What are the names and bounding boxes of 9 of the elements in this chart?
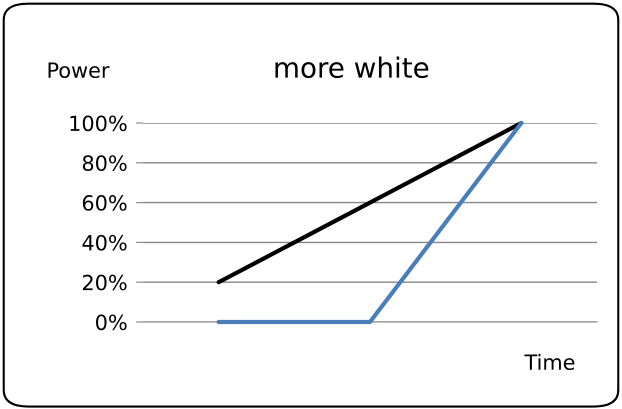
y-tick-label: 40% xyxy=(82,234,127,251)
chart-title: more white xyxy=(275,56,428,78)
y-axis-title: Power xyxy=(48,62,110,78)
y-tick-label: 20% xyxy=(82,274,127,290)
y-tick-label: 0% xyxy=(96,314,127,330)
x-axis-title: Time xyxy=(524,354,574,370)
y-tick-label: 100% xyxy=(70,115,127,132)
y-tick-label: 60% xyxy=(82,195,127,211)
y-tick-label: 80% xyxy=(82,155,127,172)
